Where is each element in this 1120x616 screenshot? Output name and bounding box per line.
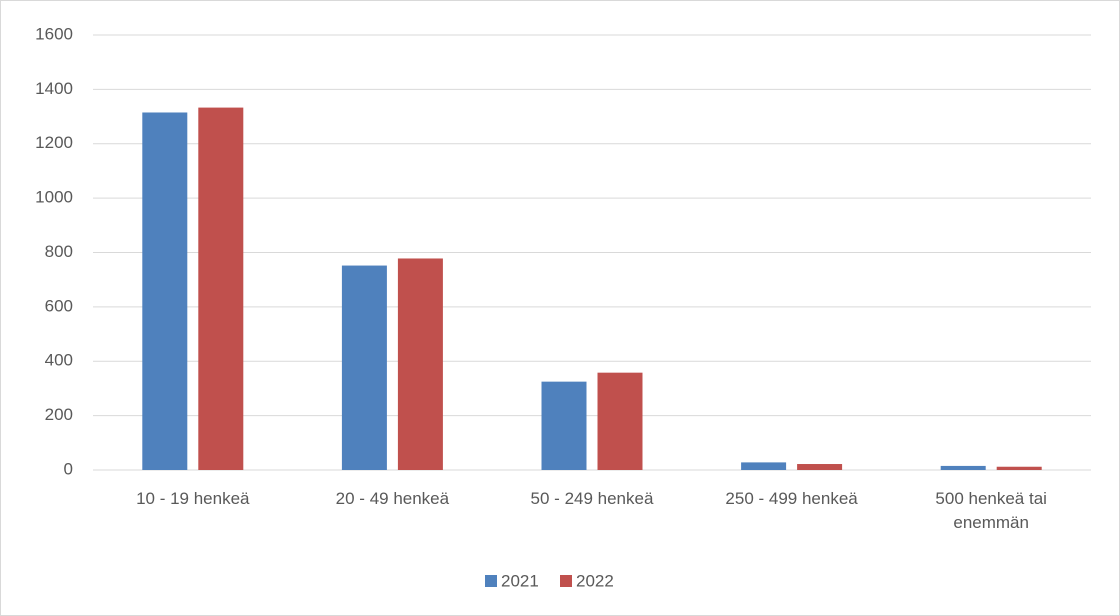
y-tick-label: 0 (64, 459, 73, 478)
x-tick-label: 250 - 499 henkeä (725, 489, 858, 508)
bar (397, 258, 443, 470)
legend-label: 2021 (501, 571, 539, 590)
legend-label: 2022 (576, 571, 614, 590)
bar (797, 464, 843, 470)
x-tick-label: 50 - 249 henkeä (530, 489, 654, 508)
bar (541, 381, 587, 470)
bar (940, 465, 986, 470)
bar (996, 466, 1042, 470)
bar (597, 372, 643, 470)
legend-swatch (560, 575, 572, 587)
x-tick-label: 500 henkeä tai enemmän (935, 489, 1047, 532)
bar (741, 462, 787, 470)
y-tick-label: 1600 (35, 24, 73, 43)
legend-swatch (485, 575, 497, 587)
y-tick-label: 800 (45, 242, 73, 261)
y-tick-label: 400 (45, 351, 73, 370)
x-tick-label: 20 - 49 henkeä (335, 489, 450, 508)
y-tick-label: 1000 (35, 188, 73, 207)
bar (142, 112, 188, 470)
y-tick-label: 1400 (35, 79, 73, 98)
y-tick-label: 600 (45, 296, 73, 315)
y-tick-label: 1200 (35, 133, 73, 152)
bar (341, 265, 387, 470)
y-tick-label: 200 (45, 405, 73, 424)
x-tick-label: 10 - 19 henkeä (136, 489, 250, 508)
bar (198, 107, 244, 470)
